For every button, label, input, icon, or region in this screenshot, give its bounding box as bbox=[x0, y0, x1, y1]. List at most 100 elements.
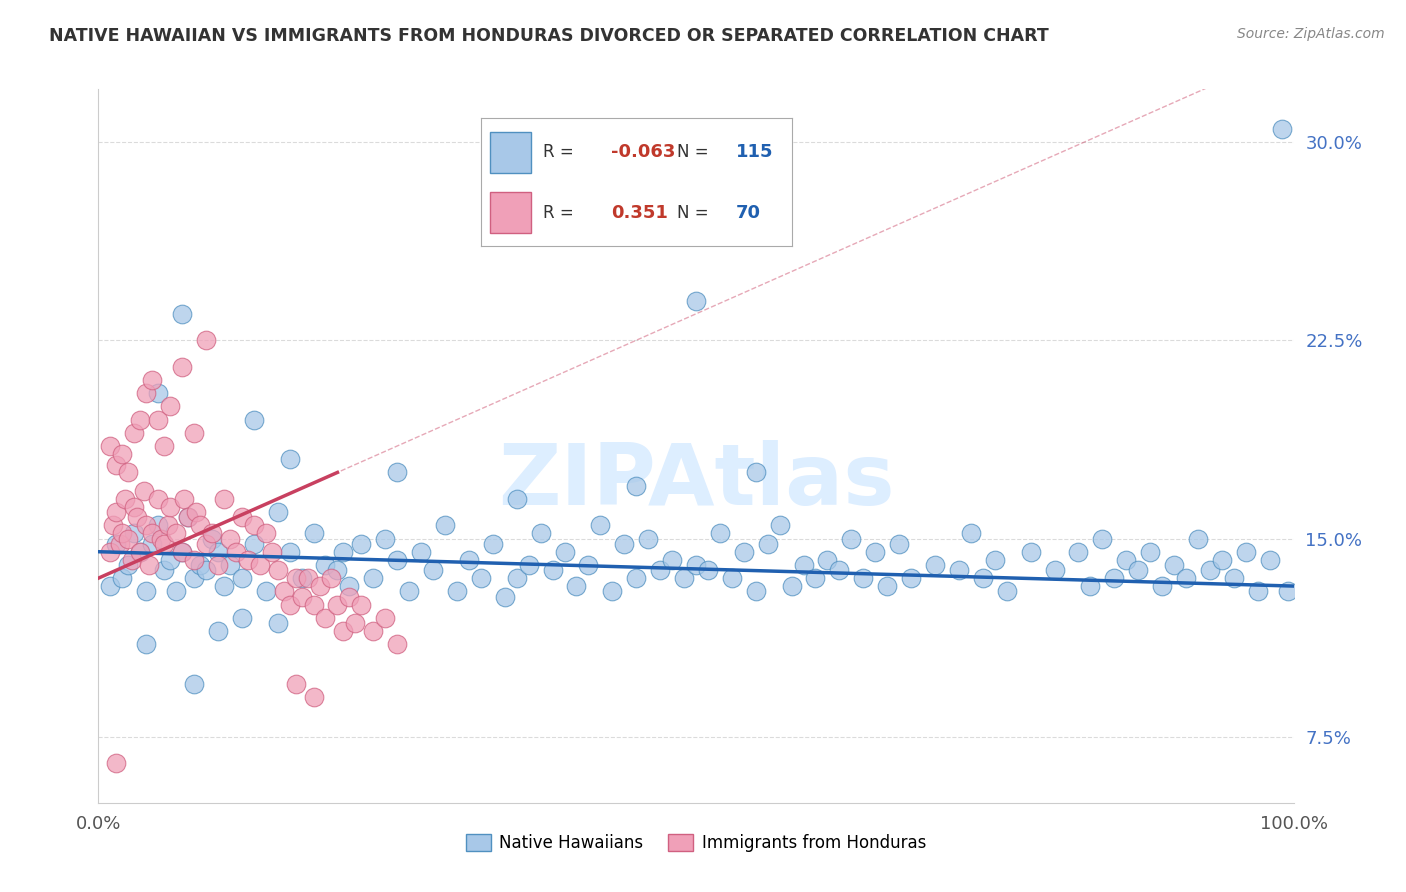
Point bbox=[138, 558, 160, 572]
Point bbox=[470, 571, 492, 585]
Point bbox=[153, 439, 176, 453]
Point bbox=[517, 558, 540, 572]
Point bbox=[434, 518, 457, 533]
Point bbox=[98, 579, 122, 593]
Point bbox=[105, 458, 128, 472]
Point bbox=[243, 537, 266, 551]
Point bbox=[188, 518, 211, 533]
Point bbox=[291, 590, 314, 604]
Point bbox=[148, 386, 170, 401]
Point bbox=[278, 452, 301, 467]
Point bbox=[554, 545, 576, 559]
Point bbox=[201, 532, 224, 546]
Point bbox=[685, 293, 707, 308]
Point bbox=[284, 571, 307, 585]
Point bbox=[153, 563, 176, 577]
Point bbox=[793, 558, 815, 572]
Point bbox=[201, 526, 224, 541]
Point bbox=[673, 571, 696, 585]
Point bbox=[411, 545, 433, 559]
Point bbox=[121, 552, 143, 566]
Point bbox=[225, 545, 247, 559]
Point bbox=[1128, 563, 1150, 577]
Point bbox=[231, 510, 253, 524]
Point bbox=[302, 598, 325, 612]
Point bbox=[745, 466, 768, 480]
Point bbox=[291, 571, 314, 585]
Point bbox=[1247, 584, 1270, 599]
Point bbox=[350, 598, 373, 612]
Point bbox=[321, 571, 343, 585]
Point bbox=[172, 359, 194, 374]
Point bbox=[173, 491, 195, 506]
Point bbox=[172, 545, 194, 559]
Point bbox=[398, 584, 420, 599]
Point bbox=[267, 616, 290, 631]
Point bbox=[212, 491, 235, 506]
Point bbox=[183, 552, 205, 566]
Point bbox=[1187, 532, 1209, 546]
Point bbox=[117, 466, 139, 480]
Point bbox=[924, 558, 946, 572]
Point bbox=[458, 552, 481, 566]
Point bbox=[278, 598, 301, 612]
Point bbox=[685, 558, 707, 572]
Point bbox=[482, 537, 505, 551]
Point bbox=[141, 537, 163, 551]
Point bbox=[565, 579, 588, 593]
Point bbox=[243, 518, 266, 533]
Point bbox=[1211, 552, 1233, 566]
Point bbox=[149, 532, 172, 546]
Point bbox=[780, 579, 803, 593]
Point bbox=[195, 537, 218, 551]
Point bbox=[111, 526, 134, 541]
Point bbox=[828, 563, 851, 577]
Point bbox=[422, 563, 444, 577]
Point bbox=[385, 552, 409, 566]
Point bbox=[135, 386, 157, 401]
Point bbox=[661, 552, 683, 566]
Point bbox=[589, 518, 612, 533]
Point bbox=[876, 579, 898, 593]
Point bbox=[195, 333, 218, 347]
Point bbox=[212, 579, 235, 593]
Point bbox=[1043, 563, 1066, 577]
Point bbox=[260, 545, 283, 559]
Point bbox=[267, 505, 290, 519]
Point bbox=[315, 558, 337, 572]
Point bbox=[267, 563, 290, 577]
Point bbox=[506, 491, 529, 506]
Point bbox=[1277, 584, 1299, 599]
Point bbox=[506, 571, 529, 585]
Point bbox=[578, 558, 600, 572]
Point bbox=[124, 425, 146, 440]
Point bbox=[105, 756, 128, 771]
Point bbox=[344, 616, 367, 631]
Point bbox=[374, 611, 396, 625]
Point bbox=[195, 563, 218, 577]
Point bbox=[183, 425, 205, 440]
Point bbox=[1019, 545, 1042, 559]
Point bbox=[650, 563, 672, 577]
Point bbox=[804, 571, 827, 585]
Point bbox=[177, 510, 200, 524]
Point bbox=[1139, 545, 1161, 559]
Point bbox=[332, 624, 354, 638]
Point bbox=[188, 558, 211, 572]
Point bbox=[129, 412, 152, 426]
Point bbox=[332, 545, 354, 559]
Point bbox=[135, 518, 157, 533]
Point bbox=[135, 584, 157, 599]
Point bbox=[852, 571, 875, 585]
Point bbox=[111, 571, 134, 585]
Text: ZIPAtlas: ZIPAtlas bbox=[498, 440, 894, 524]
Point bbox=[302, 526, 325, 541]
Legend: Native Hawaiians, Immigrants from Honduras: Native Hawaiians, Immigrants from Hondur… bbox=[460, 827, 932, 859]
Point bbox=[254, 526, 277, 541]
Point bbox=[374, 532, 396, 546]
Point bbox=[315, 611, 337, 625]
Point bbox=[1152, 579, 1174, 593]
Point bbox=[697, 563, 720, 577]
Point bbox=[721, 571, 744, 585]
Point bbox=[769, 518, 792, 533]
